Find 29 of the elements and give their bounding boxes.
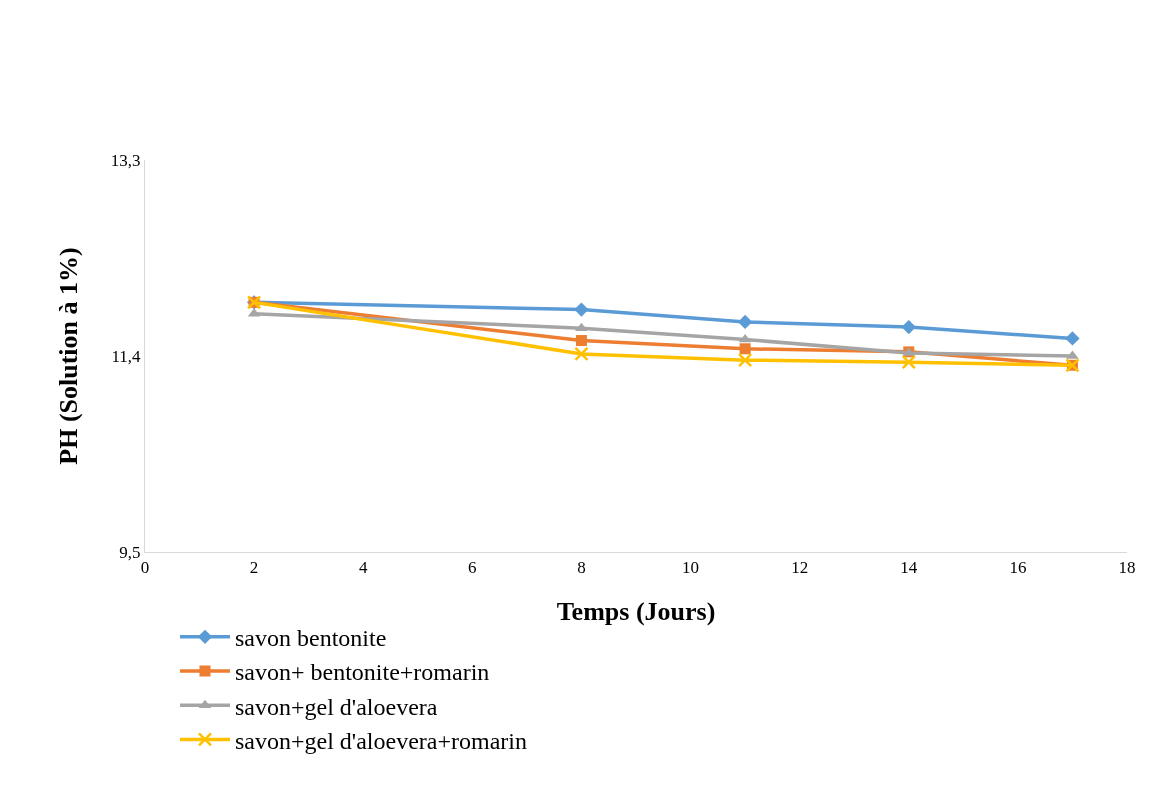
x-tick-label: 2 bbox=[249, 558, 259, 578]
x-tick-label: 6 bbox=[468, 558, 477, 578]
point bbox=[901, 319, 916, 335]
point bbox=[901, 354, 917, 370]
x-tick-label: 18 bbox=[1118, 558, 1136, 578]
legend-label: savon+gel d'aloevera bbox=[235, 693, 438, 720]
point bbox=[574, 302, 589, 317]
x-tick-label: 16 bbox=[1009, 558, 1027, 578]
x-tick-label: 12 bbox=[791, 558, 809, 578]
x-axis-title: Temps (Jours) bbox=[556, 597, 716, 627]
point bbox=[575, 335, 587, 347]
y-tick-label: 13,3 bbox=[110, 150, 141, 170]
point bbox=[737, 314, 753, 330]
x-tick-label: 4 bbox=[358, 558, 368, 578]
x-tick-label: 14 bbox=[900, 558, 918, 578]
x-tick-label: 0 bbox=[140, 558, 150, 578]
y-tick-label: 9,5 bbox=[119, 542, 141, 562]
legend-label: savon+ bentonite+romarin bbox=[235, 659, 490, 686]
legend-label: savon bentonite bbox=[235, 625, 387, 652]
y-tick-label: 11,4 bbox=[111, 346, 142, 366]
point bbox=[574, 346, 589, 362]
legend-label: savon+gel d'aloevera+romarin bbox=[235, 727, 527, 754]
point bbox=[739, 343, 751, 355]
point bbox=[1065, 331, 1080, 346]
point bbox=[737, 352, 753, 368]
x-tick-label: 10 bbox=[682, 558, 700, 578]
y-axis-title: PH (Solution à 1%) bbox=[54, 247, 84, 465]
x-tick-label: 8 bbox=[577, 558, 586, 578]
point bbox=[738, 333, 752, 343]
